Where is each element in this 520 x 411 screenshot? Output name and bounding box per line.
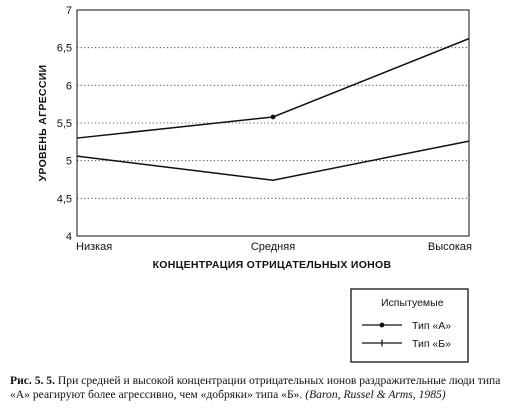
caption-source: (Baron, Russel & Arms, 1985) bbox=[305, 388, 446, 401]
x-tick-labels: Низкая Средняя Высокая bbox=[76, 241, 472, 253]
legend-items: Тип «А» Тип «Б» bbox=[362, 320, 451, 350]
legend-title: Испытуемые bbox=[381, 297, 444, 309]
caption-text: При средней и высокой концентрации отриц… bbox=[10, 374, 501, 401]
y-tick-label: 5 bbox=[66, 156, 72, 168]
legend-label: Тип «Б» bbox=[412, 338, 451, 350]
gridlines bbox=[77, 47, 469, 199]
figure-caption: Рис. 5. 5. При средней и высокой концент… bbox=[10, 374, 515, 402]
legend-marker-dot bbox=[379, 322, 385, 328]
plot-area-frame bbox=[76, 9, 470, 237]
x-axis-title: КОНЦЕНТРАЦИЯ ОТРИЦАТЕЛЬНЫХ ИОНОВ bbox=[153, 259, 392, 271]
x-tick-label: Высокая bbox=[428, 241, 472, 253]
y-tick-label: 4 bbox=[66, 231, 72, 243]
x-tick-label: Средняя bbox=[251, 241, 295, 253]
y-tick-label: 7 bbox=[66, 5, 72, 17]
caption-label: Рис. 5. 5. bbox=[10, 374, 55, 387]
series-lines bbox=[76, 37, 470, 182]
legend: Испытуемые Тип «А» Тип «Б» bbox=[350, 288, 469, 363]
y-tick-labels: 4 4,5 5 5,5 6 6,5 7 bbox=[57, 5, 72, 243]
legend-label: Тип «А» bbox=[412, 320, 451, 332]
y-tick-label: 6,5 bbox=[57, 43, 72, 55]
y-tick-label: 4,5 bbox=[57, 193, 72, 205]
y-tick-label: 6 bbox=[66, 80, 72, 92]
y-axis-title: УРОВЕНЬ АГРЕССИИ bbox=[37, 65, 49, 182]
y-tick-label: 5,5 bbox=[57, 118, 72, 130]
series-line-2 bbox=[76, 140, 470, 182]
x-tick-label: Низкая bbox=[76, 241, 112, 253]
series-point-1 bbox=[270, 114, 276, 120]
